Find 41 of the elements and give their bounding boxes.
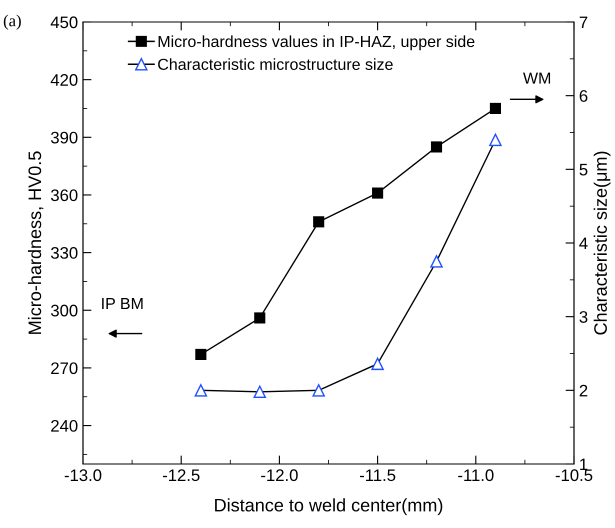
point <box>195 348 206 360</box>
annotation: WM <box>523 72 550 84</box>
y2-tick-label: 7 <box>580 16 588 28</box>
y-tick-label: 330 <box>50 247 78 259</box>
y-axis-title: Micro-hardness, HV0.5 <box>28 151 44 334</box>
y-tick-label: 270 <box>51 362 78 374</box>
point <box>254 386 266 398</box>
y-tick-label: 450 <box>50 16 78 28</box>
legend-label: Micro-hardness values in IP-HAZ, upper side <box>158 35 474 50</box>
y2-tick-label: 1 <box>580 458 588 470</box>
x-tick-label: -11.0 <box>458 469 494 482</box>
y-tick-label: 360 <box>50 189 78 202</box>
x-tick-label: -13.0 <box>64 469 102 482</box>
point <box>313 216 324 228</box>
x-tick-label: -12.0 <box>261 469 298 482</box>
point <box>430 141 442 152</box>
point <box>312 384 325 397</box>
x-tick-label: -12.5 <box>162 469 200 482</box>
point <box>194 384 208 397</box>
x-tick-label: -11.5 <box>360 469 396 482</box>
y-tick-label: 420 <box>50 74 78 86</box>
y2-tick-label: 5 <box>580 164 588 176</box>
point <box>254 312 266 324</box>
y-tick-label: 300 <box>50 304 78 316</box>
point <box>430 255 443 268</box>
y2-tick-label: 6 <box>580 90 588 102</box>
point <box>489 134 502 146</box>
y2-axis-title: Characteristic size(μm) <box>594 152 611 335</box>
y2-tick-label: 2 <box>580 384 588 396</box>
y2-tick-label: 4 <box>579 238 588 250</box>
text: (a) <box>4 14 21 30</box>
point <box>372 187 384 199</box>
y2-tick-label: 3 <box>579 311 588 323</box>
x-axis-title: Distance to weld center(mm) <box>215 498 442 516</box>
x-tick-label: -10.5 <box>556 469 592 482</box>
point <box>490 102 501 114</box>
y-tick-label: 390 <box>50 132 78 144</box>
point <box>371 358 384 370</box>
annotation: IP BM <box>102 298 143 310</box>
legend-label: Characteristic microstructure size <box>158 58 393 70</box>
y-tick-label: 240 <box>51 420 78 432</box>
